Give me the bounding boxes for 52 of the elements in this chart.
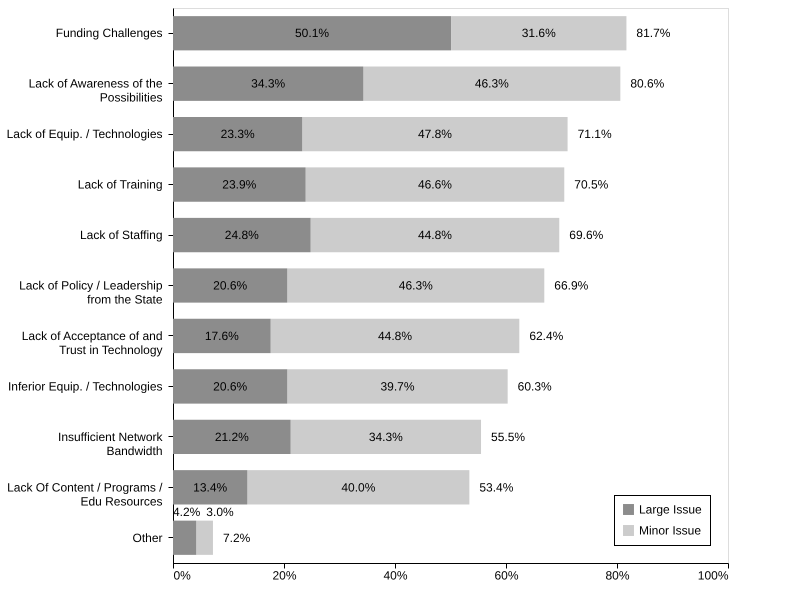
data-label: 20.6%: [213, 379, 248, 394]
data-label: 44.8%: [418, 228, 452, 242]
data-label: 13.4%: [193, 480, 228, 494]
x-tick-label: 80%: [605, 568, 630, 582]
x-tick-label: 0%: [174, 568, 192, 582]
data-label: 4.2%: [172, 504, 201, 519]
total-label: 80.6%: [630, 76, 665, 91]
y-tick-label: Lack of Equip. / Technologies: [6, 127, 162, 142]
total-label: 53.4%: [479, 480, 514, 494]
total-label: 60.3%: [518, 379, 552, 394]
data-label: 46.3%: [398, 278, 434, 292]
y-tick-label: Lack of Awareness of the Possibilities: [28, 76, 163, 105]
data-label: 20.6%: [213, 278, 248, 292]
data-label: 47.8%: [418, 127, 452, 142]
total-label: 55.5%: [491, 430, 526, 444]
data-label: 50.1%: [295, 26, 330, 40]
total-label: 69.6%: [569, 228, 604, 242]
y-tick-label: Lack of Training: [78, 178, 162, 192]
y-tick-label: Other: [132, 530, 162, 545]
y-tick-label: Lack of Staffing: [80, 228, 162, 242]
data-label: 24.8%: [224, 228, 260, 242]
total-label: 7.2%: [222, 530, 251, 545]
x-tick-label: 100%: [698, 568, 729, 582]
data-label: 39.7%: [380, 379, 415, 394]
data-label: 31.6%: [522, 26, 556, 40]
data-label: 17.6%: [204, 328, 240, 343]
data-label: 46.6%: [418, 178, 452, 192]
total-label: 70.5%: [574, 178, 609, 192]
x-tick-label: 40%: [383, 568, 408, 582]
y-tick-label: Inferior Equip. / Technologies: [8, 379, 162, 394]
total-label: 66.9%: [554, 278, 589, 292]
y-tick-label: Lack of Acceptance of and Trust in Technology: [22, 328, 162, 357]
y-tick-label: Funding Challenges: [56, 26, 162, 40]
y-tick-label: Lack of Policy / Leadership from the State: [19, 278, 163, 306]
data-label: 34.3%: [368, 430, 404, 444]
data-label: 46.3%: [474, 76, 510, 91]
data-label: 3.0%: [206, 504, 234, 519]
data-label: 34.3%: [251, 76, 286, 91]
x-tick-label: 20%: [272, 568, 297, 582]
total-label: 62.4%: [529, 328, 564, 343]
legend-label: Minor Issue: [639, 524, 702, 538]
total-label: 71.1%: [578, 127, 612, 142]
data-label: 23.3%: [220, 127, 255, 142]
legend-label: Large Issue: [639, 502, 702, 516]
y-tick-label: Lack Of Content / Programs / Edu Resources: [7, 480, 164, 508]
total-label: 81.7%: [636, 26, 671, 40]
data-label: 40.0%: [341, 480, 376, 494]
data-label: 44.8%: [378, 328, 412, 343]
data-label: 23.9%: [222, 178, 257, 192]
data-label: 21.2%: [214, 430, 250, 444]
x-tick-label: 60%: [494, 568, 519, 582]
y-tick-label: Insufficient Network Bandwidth: [58, 430, 164, 458]
